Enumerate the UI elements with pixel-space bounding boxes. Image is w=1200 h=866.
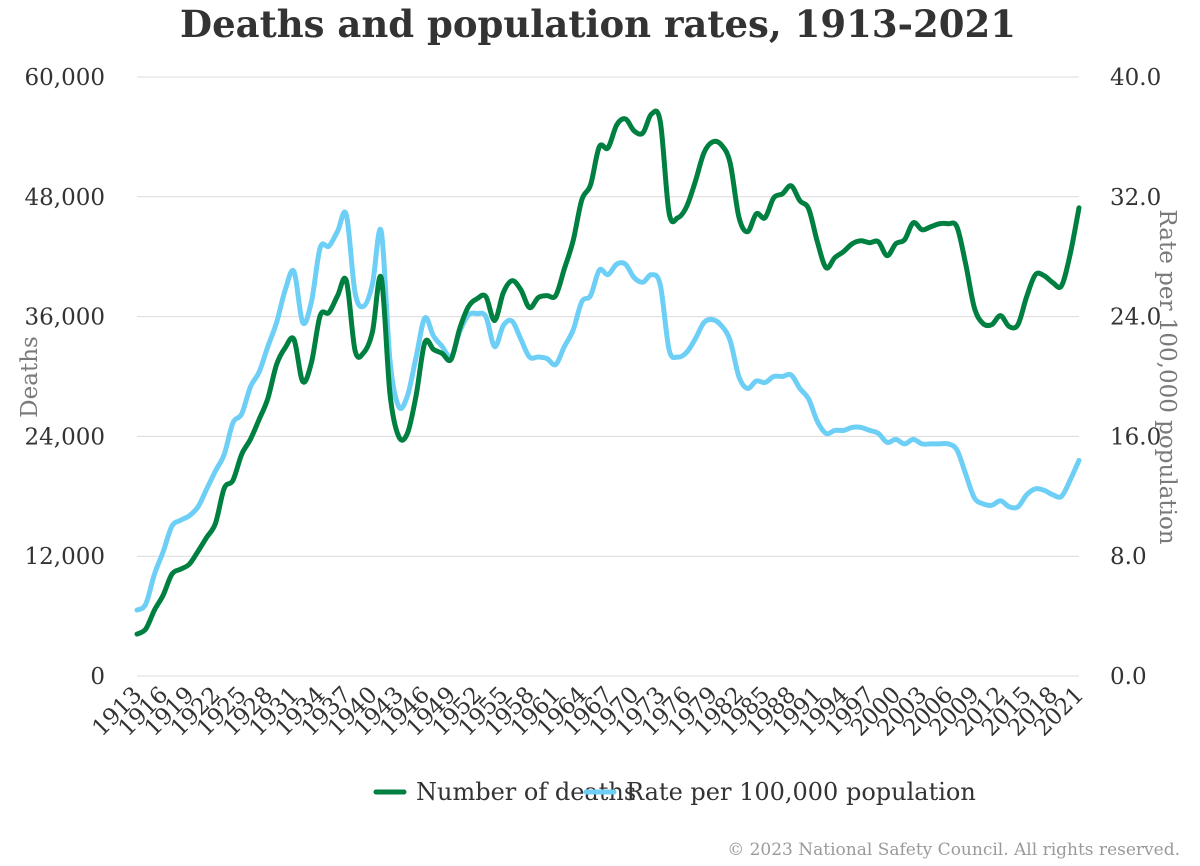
y2-tick-label: 32.0 <box>1110 185 1161 211</box>
chart-title: Deaths and population rates, 1913-2021 <box>180 2 1016 46</box>
series-line-number-of-deaths <box>134 108 1082 637</box>
y-tick-label: 48,000 <box>25 185 105 211</box>
y2-tick-label: 40.0 <box>1110 65 1161 91</box>
y-tick-label: 60,000 <box>25 65 105 91</box>
y-tick-label: 36,000 <box>25 305 105 331</box>
copyright-notice: © 2023 National Safety Council. All righ… <box>727 840 1180 860</box>
series-line-rate-per-100000 <box>134 209 1082 613</box>
y-tick-label: 12,000 <box>25 544 105 570</box>
x-axis-ticks: 1913191619191922192519281931193419371940… <box>87 682 1089 742</box>
y-tick-label: 0 <box>90 664 105 690</box>
legend-label-rate-per-100000: Rate per 100,000 population <box>626 778 976 806</box>
y2-tick-label: 0.0 <box>1110 664 1147 690</box>
series-lines <box>134 108 1082 637</box>
gridlines <box>137 76 1079 677</box>
right-axis-ticks: 0.0 8.0 16.0 24.0 32.0 40.0 <box>1110 65 1161 690</box>
y-tick-label: 24,000 <box>25 424 105 450</box>
right-axis-title: Rate per 100,000 population <box>1154 209 1180 544</box>
y2-tick-label: 16.0 <box>1110 424 1161 450</box>
y2-tick-label: 24.0 <box>1110 305 1161 331</box>
left-axis-ticks: 0 12,000 24,000 36,000 48,000 60,000 <box>25 65 105 690</box>
y2-tick-label: 8.0 <box>1110 544 1147 570</box>
left-axis-title: Deaths <box>17 336 43 418</box>
legend: Number of deaths Rate per 100,000 popula… <box>373 778 976 806</box>
